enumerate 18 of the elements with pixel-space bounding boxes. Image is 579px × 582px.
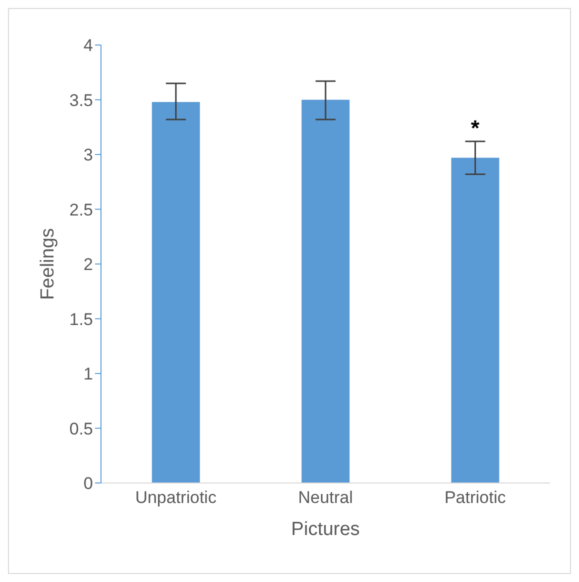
bar (302, 100, 350, 483)
y-tick-label: 4 (84, 36, 93, 56)
x-axis-title: Pictures (291, 519, 360, 540)
x-tick-label: Unpatriotic (135, 488, 217, 508)
y-tick-label: 2.5 (69, 200, 93, 220)
y-tick-label: 1.5 (69, 310, 93, 329)
y-tick-label: 2 (84, 255, 93, 274)
y-tick-label: 3 (84, 146, 93, 165)
bar (152, 102, 200, 483)
y-axis-title: Feelings (38, 228, 59, 300)
annotation: * (470, 115, 480, 140)
y-tick-label: 1 (84, 364, 93, 384)
y-tick-label: 0 (84, 474, 93, 494)
bar (451, 158, 500, 483)
x-tick-label: Neutral (298, 488, 353, 508)
y-tick-label: 0.5 (69, 419, 93, 438)
x-tick-label: Patriotic (444, 488, 506, 508)
y-tick-label: 3.5 (69, 90, 93, 110)
